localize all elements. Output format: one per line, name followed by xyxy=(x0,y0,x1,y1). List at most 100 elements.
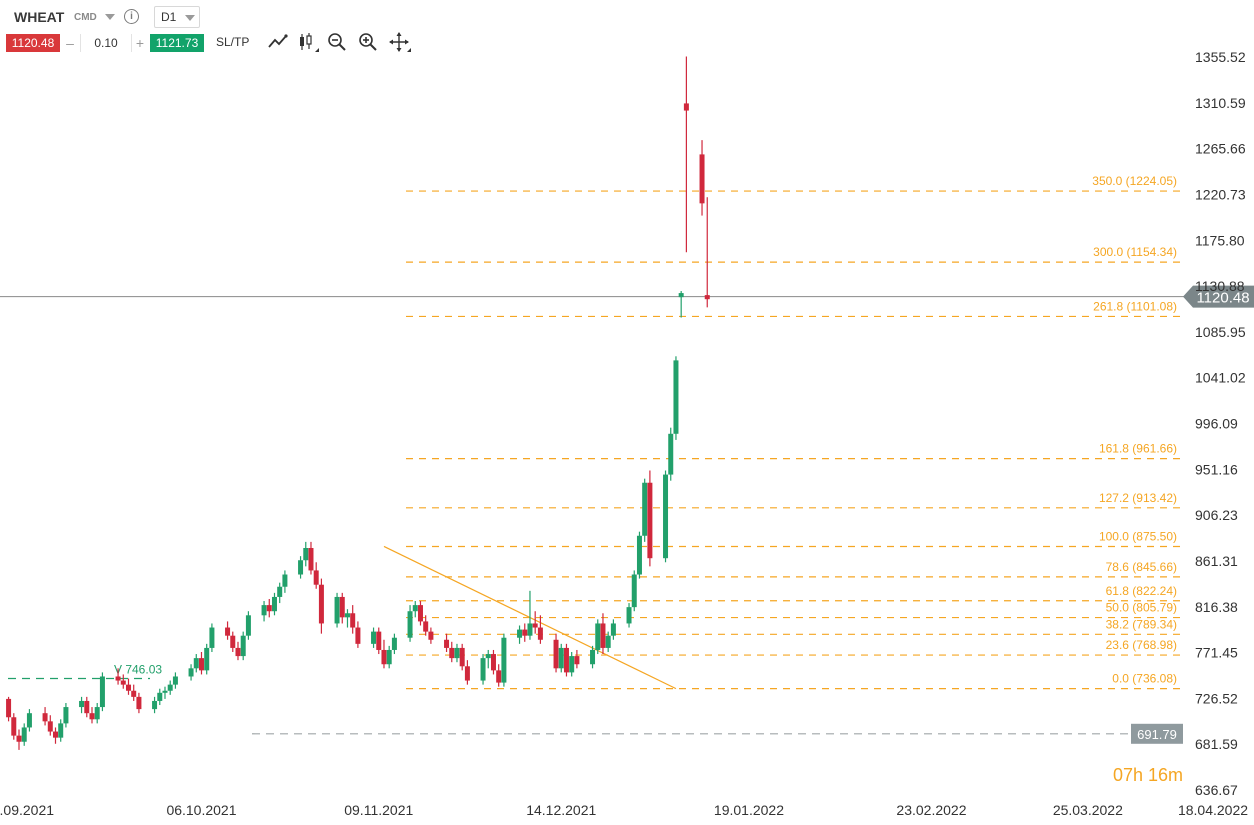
price-tick-label: 636.67 xyxy=(1195,782,1238,798)
candle-body xyxy=(673,360,679,434)
candle xyxy=(699,140,705,216)
fib-level-label: 100.0 (875.50) xyxy=(1099,529,1177,543)
candle-body xyxy=(225,627,231,636)
candle xyxy=(225,621,231,640)
candle-body xyxy=(631,574,637,608)
candle xyxy=(334,592,340,628)
candle xyxy=(558,643,564,673)
candle-body xyxy=(188,668,194,677)
candle xyxy=(496,664,502,687)
candle-body xyxy=(6,698,12,718)
chart-overlays: 07h 16m xyxy=(1113,765,1183,785)
candle xyxy=(605,631,611,653)
candle xyxy=(355,621,361,648)
candle-body xyxy=(261,605,267,616)
candle xyxy=(595,619,601,655)
lot-increase-button[interactable]: + xyxy=(135,35,145,51)
candle-body xyxy=(407,611,413,638)
candle xyxy=(631,570,637,612)
candle xyxy=(136,692,142,714)
price-tick-label: 771.45 xyxy=(1195,645,1238,661)
candle xyxy=(678,291,684,318)
candle xyxy=(590,645,596,669)
candle xyxy=(84,696,90,718)
candle xyxy=(89,707,95,724)
fib-level-label: 350.0 (1224.05) xyxy=(1092,174,1177,188)
lot-size-input[interactable]: 0.10 xyxy=(80,34,132,52)
candle xyxy=(266,598,272,618)
candle xyxy=(6,696,12,722)
sell-price-button[interactable]: 1120.48 xyxy=(6,34,60,52)
candle xyxy=(553,633,559,673)
candle-body xyxy=(704,295,710,300)
move-icon[interactable] xyxy=(387,31,411,53)
time-tick-label: 06.10.2021 xyxy=(166,802,236,818)
fib-level-label: 161.8 (961.66) xyxy=(1099,442,1177,456)
candle-body xyxy=(125,684,131,691)
candle-body xyxy=(99,676,105,708)
timeframe-select[interactable]: D1 xyxy=(154,6,200,28)
candle-body xyxy=(590,649,596,665)
time-axis: 01.09.2021 06.10.2021 09.11.2021 14.12.2021… xyxy=(0,802,1248,818)
current-price-value: 1120.48 xyxy=(1196,290,1249,307)
candle-body xyxy=(496,670,502,683)
fibonacci-retracement[interactable]: 350.0 (1224.05) 300.0 (1154.34) 261.8 (110… xyxy=(383,174,1183,690)
candle xyxy=(569,652,575,677)
candle xyxy=(636,531,642,579)
candle-body xyxy=(663,474,669,559)
lot-decrease-button[interactable]: – xyxy=(66,35,74,51)
candle-body xyxy=(595,623,601,650)
candle-body xyxy=(334,596,340,624)
candle-body xyxy=(668,433,674,475)
symbol-category: CMD xyxy=(74,12,97,23)
candle xyxy=(537,615,543,644)
candle xyxy=(198,652,204,675)
symbol-dropdown-icon[interactable] xyxy=(105,14,115,20)
candle-body xyxy=(605,635,611,648)
candle-body xyxy=(517,629,523,638)
fib-level: 100.0 (875.50) xyxy=(406,529,1183,548)
candle xyxy=(125,678,131,695)
price-tick-label: 1041.02 xyxy=(1195,370,1246,386)
candlestick-icon[interactable] xyxy=(296,31,320,53)
candle xyxy=(522,623,528,642)
candle-body xyxy=(282,574,288,587)
zoom-out-icon[interactable] xyxy=(325,31,349,53)
candle xyxy=(298,556,304,579)
candle xyxy=(464,660,470,685)
chart-type-line-icon[interactable] xyxy=(266,31,290,53)
fib-level: 0.0 (736.08) xyxy=(406,672,1183,690)
fib-level-label: 0.0 (736.08) xyxy=(1112,672,1177,686)
candle xyxy=(282,570,288,593)
candle-body xyxy=(501,637,507,683)
candle-body xyxy=(444,639,450,648)
candle-body xyxy=(683,103,689,111)
candle-body xyxy=(26,713,32,728)
candle-body xyxy=(230,635,236,648)
candle xyxy=(318,578,324,634)
time-tick-label: 19.01.2022 xyxy=(714,802,784,818)
candle xyxy=(344,609,350,628)
symbol-name[interactable]: WHEAT xyxy=(14,9,65,25)
candle xyxy=(21,723,27,746)
candle-body xyxy=(391,637,397,650)
fib-level: 38.2 (789.34) xyxy=(406,617,1183,635)
sltp-button[interactable]: SL/TP xyxy=(216,35,250,49)
candle-body xyxy=(193,658,199,669)
info-icon[interactable]: i xyxy=(124,9,139,24)
zoom-in-icon[interactable] xyxy=(356,31,380,53)
candle xyxy=(240,631,246,661)
fib-level: 300.0 (1154.34) xyxy=(406,245,1183,263)
candle xyxy=(193,654,199,673)
buy-price-button[interactable]: 1121.73 xyxy=(150,34,204,52)
candle xyxy=(42,707,48,726)
candle xyxy=(386,645,392,669)
candle-body xyxy=(600,623,606,648)
candle-body xyxy=(376,631,382,650)
candle xyxy=(501,633,507,687)
price-tick-label: 861.31 xyxy=(1195,553,1238,569)
candle-body xyxy=(563,647,569,673)
candle xyxy=(162,686,168,699)
candle-body xyxy=(209,627,215,648)
